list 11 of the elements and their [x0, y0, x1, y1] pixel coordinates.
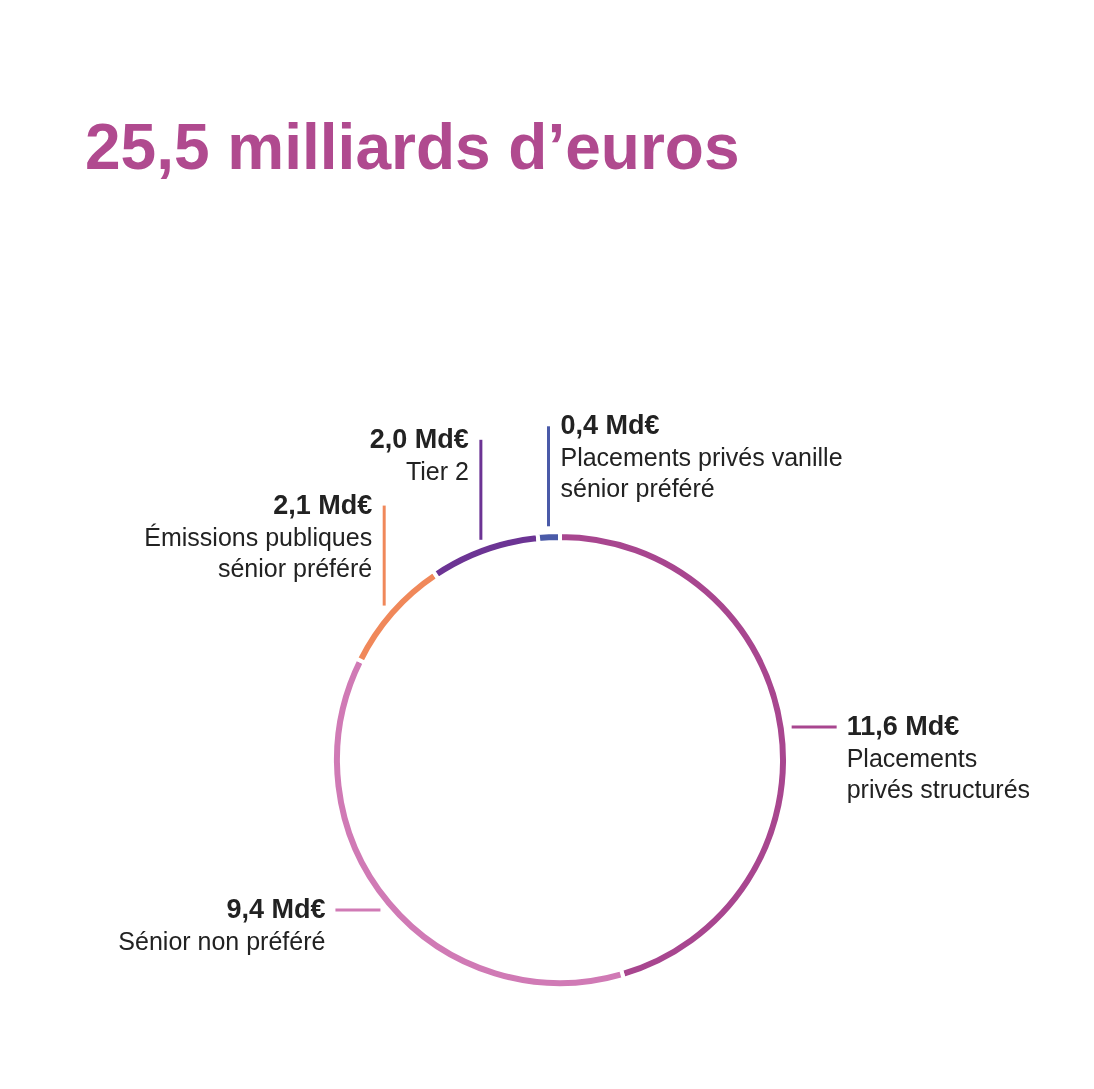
- data-label: 2,1 Md€: [273, 489, 373, 520]
- data-label: 0,4 Md€: [560, 410, 660, 441]
- slice-label: Émissions publiques sénior préféré: [144, 522, 373, 582]
- slice-label: Placements privés structurés: [846, 743, 1031, 803]
- data-label: 2,0 Md€: [369, 423, 469, 454]
- data-label: 11,6 Md€: [846, 710, 960, 741]
- data-label: 9,4 Md€: [226, 894, 326, 925]
- slice-label: Tier 2: [405, 456, 469, 485]
- slice-label: Sénior non préféré: [118, 927, 326, 956]
- slice-label: Placements privés vanille sénior préféré: [560, 443, 843, 503]
- chart-title: 25,5 milliards d’euros: [85, 111, 740, 183]
